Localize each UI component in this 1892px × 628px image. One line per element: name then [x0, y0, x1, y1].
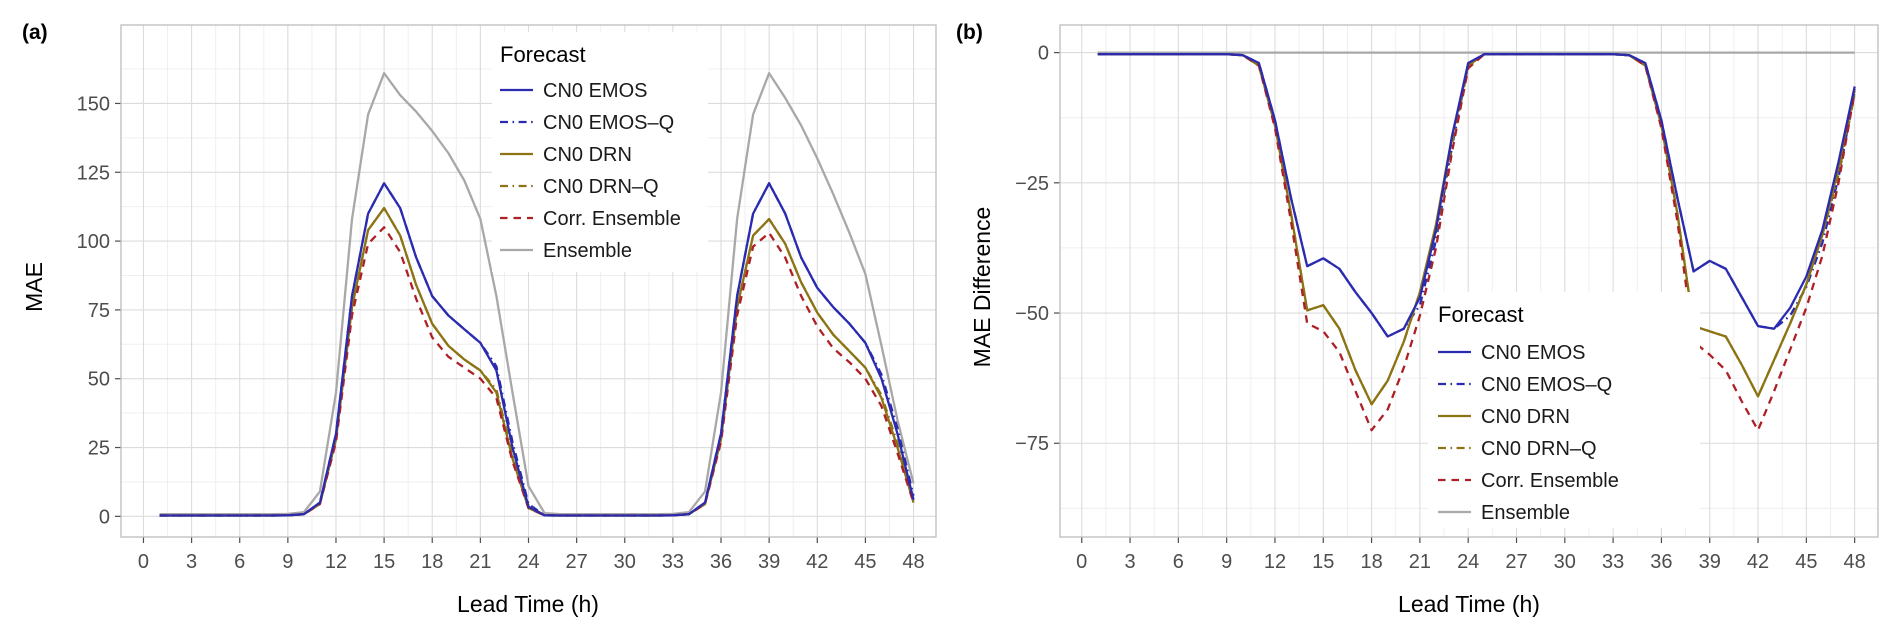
x-tick-label: 21 — [1409, 551, 1431, 573]
series-lines — [1097, 51, 1856, 432]
y-tick-label: −50 — [1015, 303, 1049, 325]
panel-b-y-axis-title: MAE Difference — [969, 207, 995, 368]
legend-title: Forecast — [500, 42, 586, 67]
legend-entry: CN0 DRN–Q — [500, 176, 659, 198]
x-tick-label: 33 — [662, 551, 684, 573]
x-tick-label: 45 — [854, 551, 876, 573]
legend-entry: Corr. Ensemble — [500, 208, 681, 230]
axes: 0 3 6 9 12 15 18 21 24 27 30 33 36 39 42 45 480−25−50−75 — [1015, 43, 1866, 573]
panel-b-label: (b) — [956, 21, 983, 44]
x-tick-label: 18 — [1360, 551, 1382, 573]
x-tick-label: 48 — [1844, 551, 1866, 573]
y-tick-label: −75 — [1015, 433, 1049, 455]
x-tick-label: 3 — [186, 551, 197, 573]
y-tick-label: 50 — [88, 369, 110, 391]
x-tick-label: 30 — [614, 551, 636, 573]
legend-entry: CN0 DRN — [1438, 406, 1570, 428]
legend-entry: CN0 EMOS–Q — [500, 112, 674, 134]
y-tick-label: 75 — [88, 300, 110, 322]
legend-entry: CN0 EMOS — [1438, 342, 1585, 364]
x-tick-label: 48 — [902, 551, 924, 573]
x-tick-label: 27 — [1505, 551, 1527, 573]
x-tick-label: 42 — [1747, 551, 1769, 573]
x-tick-label: 30 — [1554, 551, 1576, 573]
y-tick-label: 0 — [1038, 43, 1049, 65]
x-tick-label: 36 — [1650, 551, 1672, 573]
panel-a-y-axis-title: MAE — [21, 262, 47, 312]
legend-entry: CN0 DRN–Q — [1438, 438, 1597, 460]
series-lines — [159, 72, 915, 517]
legend-entry-label: CN0 EMOS — [1481, 342, 1585, 364]
legend-entry-label: CN0 DRN — [1481, 406, 1570, 428]
legend-entry: CN0 EMOS — [500, 80, 647, 102]
x-tick-label: 0 — [138, 551, 149, 573]
panel-a-plot: 0 3 6 9 12 15 18 21 24 27 30 33 36 39 42 45 480255075100… — [77, 24, 937, 573]
series-ensemble — [159, 72, 915, 516]
panel-b-x-axis-title: Lead Time (h) — [1398, 591, 1540, 617]
y-tick-label: −25 — [1015, 173, 1049, 195]
y-tick-label: 25 — [88, 438, 110, 460]
legend-entry-label: CN0 EMOS — [543, 80, 647, 102]
legend-entry: Ensemble — [500, 240, 632, 262]
panel-a-x-axis-title: Lead Time (h) — [457, 591, 599, 617]
legend: Forecast CN0 EMOS CN0 EMOS–Q CN0 DRN CN0 DRN… — [492, 32, 708, 272]
legend-entry-label: Ensemble — [543, 240, 632, 262]
legend-entry-label: Ensemble — [1481, 502, 1570, 524]
y-tick-label: 100 — [77, 231, 110, 253]
x-tick-label: 27 — [566, 551, 588, 573]
y-tick-label: 150 — [77, 93, 110, 115]
panel-b-plot: 0 3 6 9 12 15 18 21 24 27 30 33 36 39 42 45 480−25−50−75… — [1015, 24, 1879, 573]
x-tick-label: 15 — [373, 551, 395, 573]
series-cn0-emos-q — [159, 182, 915, 517]
legend-entry: CN0 DRN — [500, 144, 632, 166]
y-tick-label: 0 — [99, 506, 110, 528]
legend-background — [492, 32, 708, 272]
legend-entry-label: CN0 DRN — [543, 144, 632, 166]
x-tick-label: 9 — [282, 551, 293, 573]
legend-background — [1428, 292, 1700, 528]
legend-entry-label: CN0 DRN–Q — [1481, 438, 1597, 460]
legend-entry-label: Corr. Ensemble — [1481, 470, 1619, 492]
legend-entry: CN0 EMOS–Q — [1438, 374, 1612, 396]
panel-border — [1059, 24, 1879, 538]
legend-entry-label: CN0 EMOS–Q — [543, 112, 674, 134]
x-tick-label: 6 — [234, 551, 245, 573]
x-tick-label: 18 — [421, 551, 443, 573]
panel-border — [120, 24, 937, 538]
x-tick-label: 12 — [325, 551, 347, 573]
axes: 0 3 6 9 12 15 18 21 24 27 30 33 36 39 42 45 480255075100… — [77, 93, 925, 573]
x-tick-label: 24 — [1457, 551, 1479, 573]
legend-entry-label: CN0 DRN–Q — [543, 176, 659, 198]
legend-entry: Corr. Ensemble — [1438, 470, 1619, 492]
x-tick-label: 39 — [758, 551, 780, 573]
x-tick-label: 9 — [1221, 551, 1232, 573]
x-tick-label: 36 — [710, 551, 732, 573]
legend: Forecast CN0 EMOS CN0 EMOS–Q CN0 DRN CN0 DRN… — [1428, 292, 1700, 528]
x-tick-label: 33 — [1602, 551, 1624, 573]
x-tick-label: 39 — [1699, 551, 1721, 573]
x-tick-label: 3 — [1124, 551, 1135, 573]
legend-entry: Ensemble — [1438, 502, 1570, 524]
x-tick-label: 12 — [1264, 551, 1286, 573]
x-tick-label: 42 — [806, 551, 828, 573]
x-tick-label: 45 — [1795, 551, 1817, 573]
legend-title: Forecast — [1438, 302, 1524, 327]
x-tick-label: 21 — [469, 551, 491, 573]
x-tick-label: 0 — [1076, 551, 1087, 573]
legend-entry-label: Corr. Ensemble — [543, 208, 681, 230]
series-cn0-emos — [1097, 53, 1856, 338]
x-tick-label: 6 — [1173, 551, 1184, 573]
x-tick-label: 15 — [1312, 551, 1334, 573]
series-cn0-emos — [159, 182, 915, 517]
legend-entry-label: CN0 EMOS–Q — [1481, 374, 1612, 396]
y-tick-label: 125 — [77, 162, 110, 184]
x-tick-label: 24 — [517, 551, 539, 573]
panel-a-label: (a) — [22, 21, 48, 44]
